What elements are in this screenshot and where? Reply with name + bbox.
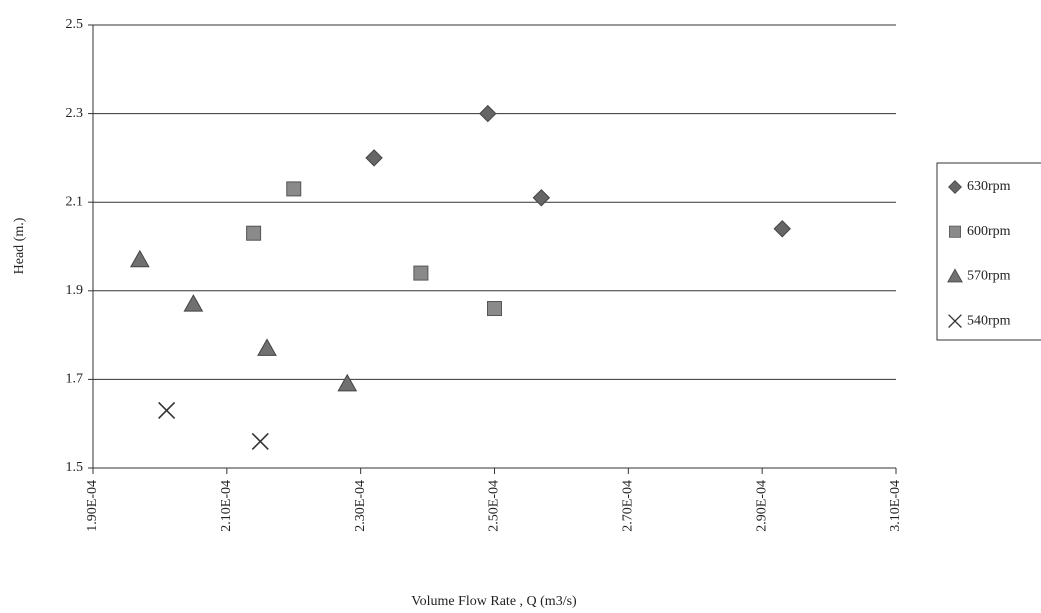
legend-marker — [949, 225, 962, 238]
y-tick-label: 2.3 — [66, 106, 84, 121]
legend-label: 630rpm — [967, 179, 1011, 194]
point — [251, 432, 269, 450]
x-tick-label: 3.10E-04 — [888, 480, 903, 532]
x-tick-label: 2.70E-04 — [621, 480, 636, 532]
x-axis-label: Volume Flow Rate , Q (m3/s) — [411, 594, 577, 609]
legend-marker — [948, 314, 962, 328]
point — [286, 181, 302, 197]
legend-marker — [947, 268, 963, 283]
point — [413, 265, 429, 281]
legend-label: 600rpm — [967, 224, 1011, 239]
legend-marker — [948, 180, 962, 194]
y-tick-label: 1.7 — [66, 372, 84, 387]
point — [532, 189, 551, 207]
x-tick-label: 2.50E-04 — [487, 480, 502, 532]
point — [246, 225, 262, 241]
point — [257, 338, 277, 356]
x-tick-label: 2.30E-04 — [353, 480, 368, 532]
point — [479, 104, 497, 123]
y-axis-label: Head (m.) — [12, 217, 27, 274]
x-tick-label: 1.90E-04 — [85, 480, 100, 532]
y-tick-label: 1.9 — [66, 283, 84, 298]
point — [337, 373, 358, 392]
x-tick-label: 2.10E-04 — [219, 480, 234, 532]
point — [158, 401, 176, 419]
legend-label: 570rpm — [967, 269, 1011, 284]
point — [487, 301, 502, 317]
point — [183, 294, 204, 312]
point — [773, 220, 791, 238]
point — [365, 149, 383, 167]
y-tick-label: 2.5 — [66, 17, 84, 32]
y-tick-label: 2.1 — [66, 194, 84, 209]
point — [129, 249, 150, 268]
y-tick-label: 1.5 — [66, 460, 84, 475]
legend-label: 540rpm — [967, 313, 1011, 328]
x-tick-label: 2.90E-04 — [754, 480, 769, 532]
